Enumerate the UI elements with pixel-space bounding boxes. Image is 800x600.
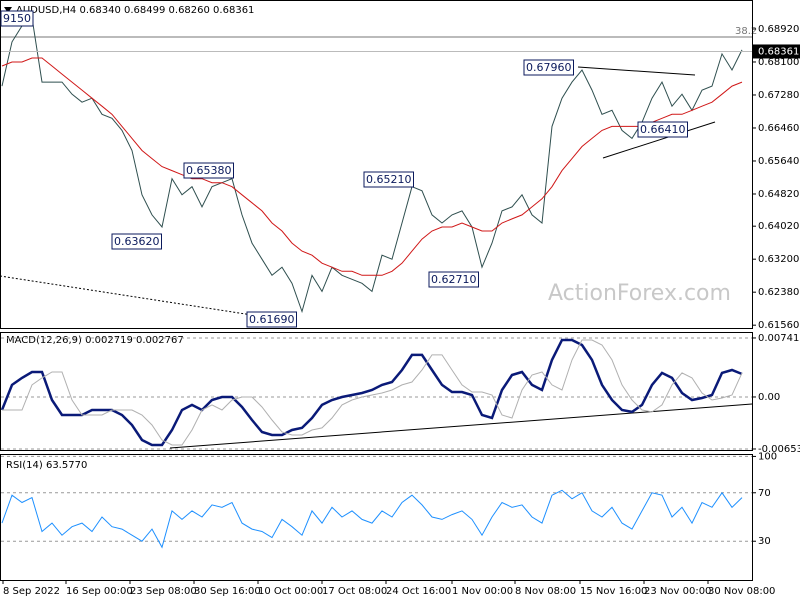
series-line xyxy=(1,16,743,314)
annotation-box xyxy=(111,233,162,250)
annotation-box xyxy=(428,271,479,288)
annotation-box xyxy=(363,171,414,188)
annotation-label: 0.65380 xyxy=(186,164,232,177)
y-tick-label: 0.66460 xyxy=(758,123,799,134)
annotation: 0.65210 xyxy=(363,171,414,188)
annotation-label: 9150 xyxy=(3,12,31,25)
y-tick-label: 0.62380 xyxy=(758,287,799,298)
menu-arrow xyxy=(4,7,12,13)
panel-frame xyxy=(0,332,753,451)
x-tick-label: 8 Nov 08:00 xyxy=(515,586,576,597)
y-tick-label: 30 xyxy=(758,536,771,547)
x-tick-label: 8 Sep 2022 xyxy=(3,586,60,597)
annotation-label: 0.63620 xyxy=(114,235,160,248)
annotation: 0.63620 xyxy=(111,233,162,250)
series-line xyxy=(2,339,743,446)
chart-title: AUDUSD,H4 0.68340 0.68499 0.68260 0.6836… xyxy=(16,5,254,16)
y-tick-label: 100 xyxy=(758,451,777,462)
trend-line xyxy=(577,66,696,76)
series-line xyxy=(1,57,743,276)
annotation-label: 0.65210 xyxy=(366,173,412,186)
y-tick-label: 0.67280 xyxy=(758,90,799,101)
macd-title: MACD(12,26,9) 0.002719 0.002767 xyxy=(6,335,184,346)
annotation: 0.61690 xyxy=(246,311,297,328)
y-tick-label: -0.006532 xyxy=(758,444,800,455)
annotation: 0.66410 xyxy=(637,121,688,138)
trend-line xyxy=(169,403,753,449)
annotation: 0.67960 xyxy=(523,59,574,76)
fibo-label: 38.2 xyxy=(735,26,757,37)
annotation: 0.65380 xyxy=(183,162,234,179)
y-tick-label: 0.68100 xyxy=(758,57,799,68)
y-tick-label: 70 xyxy=(758,488,771,499)
last-price-box xyxy=(753,44,800,59)
x-tick-label: 30 Nov 08:00 xyxy=(708,586,775,597)
y-tick-label: 0.007411 xyxy=(758,333,800,344)
y-tick-label: 0.63200 xyxy=(758,254,799,265)
y-tick-label: 0.65640 xyxy=(758,156,799,167)
annotation-box xyxy=(183,162,234,179)
trend-line xyxy=(602,121,716,159)
series-line xyxy=(0,338,743,447)
x-tick-label: 10 Oct 00:00 xyxy=(258,586,323,597)
annotation-label: 0.62710 xyxy=(431,273,477,286)
x-tick-label: 17 Oct 08:00 xyxy=(322,586,387,597)
y-tick-label: 0.64020 xyxy=(758,221,799,232)
y-tick-label: 0.64820 xyxy=(758,189,799,200)
panel-frame xyxy=(0,454,753,581)
annotation: 0.62710 xyxy=(428,271,479,288)
x-tick-label: 15 Nov 16:00 xyxy=(580,586,647,597)
annotation: 9150 xyxy=(0,10,34,27)
annotation-label: 0.66410 xyxy=(640,123,686,136)
panel-frame xyxy=(0,0,753,329)
annotation-box xyxy=(0,10,34,27)
annotation-label: 0.67960 xyxy=(526,61,572,74)
x-tick-label: 30 Sep 16:00 xyxy=(194,586,261,597)
x-tick-label: 1 Nov 00:00 xyxy=(452,586,513,597)
annotation-label: 0.61690 xyxy=(249,313,295,326)
x-tick-label: 24 Oct 16:00 xyxy=(386,586,451,597)
last-price-label: 0.68361 xyxy=(758,46,799,57)
annotation-box xyxy=(246,311,297,328)
rsi-title: RSI(14) 63.5770 xyxy=(6,460,87,471)
y-tick-label: 0.00 xyxy=(758,392,780,403)
series-line xyxy=(1,489,743,549)
x-tick-label: 23 Sep 08:00 xyxy=(130,586,197,597)
y-tick-label: 0.68920 xyxy=(758,24,799,35)
annotation-box xyxy=(523,59,574,76)
trend-line xyxy=(0,275,253,316)
x-tick-label: 16 Sep 00:00 xyxy=(66,586,133,597)
watermark: ActionForex.com xyxy=(548,281,731,306)
y-tick-label: 0.61560 xyxy=(758,320,799,331)
annotation-box xyxy=(637,121,688,138)
x-tick-label: 23 Nov 00:00 xyxy=(644,586,711,597)
